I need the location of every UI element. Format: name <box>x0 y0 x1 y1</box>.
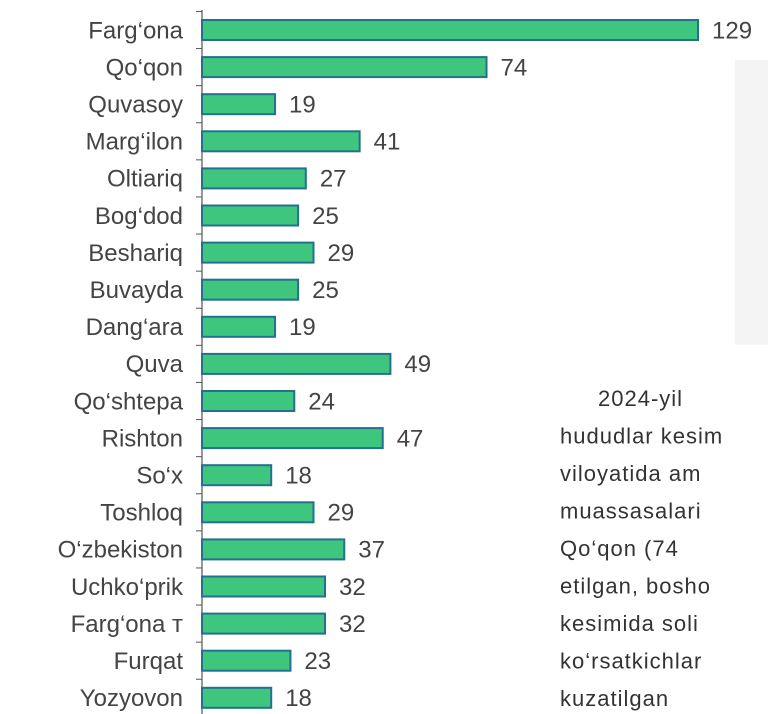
value-label: 47 <box>397 425 424 452</box>
value-label: 18 <box>285 463 312 490</box>
bar <box>201 427 384 450</box>
value-label: 41 <box>374 129 401 156</box>
value-label: 129 <box>712 17 752 44</box>
value-label: 19 <box>289 92 316 119</box>
bar <box>201 315 277 338</box>
bar <box>201 352 392 375</box>
bar <box>201 390 296 412</box>
category-label: Bog‘dod <box>95 203 183 230</box>
category-label: Marg‘ilon <box>86 129 183 156</box>
category-label: So‘x <box>136 463 183 490</box>
category-label: O‘zbekiston <box>58 537 183 564</box>
paragraph-line: ko‘rsatkichlar <box>560 648 702 673</box>
bar <box>201 130 361 153</box>
bar <box>201 241 315 264</box>
category-label: Oltiariq <box>107 166 183 193</box>
category-label: Quvasoy <box>88 92 183 119</box>
category-label: Yozyovon <box>80 685 183 712</box>
value-label: 25 <box>312 277 339 304</box>
bar <box>201 501 315 524</box>
value-label: 25 <box>312 203 339 230</box>
paragraph-line: viloyatida am <box>560 461 701 486</box>
value-label: 49 <box>404 351 431 378</box>
category-label: Farg‘ona т <box>71 611 183 638</box>
value-label: 32 <box>339 574 366 601</box>
bar <box>201 278 300 301</box>
category-label: Furqat <box>114 648 184 675</box>
value-label: 23 <box>304 648 331 675</box>
paragraph-line: Qo‘qon (74 <box>560 536 679 561</box>
value-label: 74 <box>501 54 528 81</box>
category-label: Toshloq <box>100 500 183 527</box>
value-label: 29 <box>328 500 355 527</box>
bar <box>201 538 346 561</box>
category-label: Rishton <box>102 425 183 452</box>
paragraph-line: muassasalari <box>560 498 702 523</box>
paragraph-line: 2024-yil <box>598 386 683 411</box>
category-label: Beshariq <box>88 240 183 267</box>
value-label: 37 <box>358 537 385 564</box>
bar <box>201 204 300 227</box>
bar <box>201 612 327 635</box>
paragraph-line: etilgan, bosho <box>560 573 711 598</box>
category-label: Qo‘shtepa <box>74 388 184 415</box>
bar <box>201 686 273 709</box>
bar <box>201 167 307 190</box>
bar <box>201 649 292 672</box>
category-label: Uchko‘prik <box>71 574 184 601</box>
value-label: 27 <box>320 166 347 193</box>
paragraph-line: kuzatilgan <box>560 686 669 711</box>
bar <box>201 575 327 598</box>
value-label: 24 <box>308 388 335 415</box>
bar <box>201 56 488 79</box>
bar <box>201 93 277 116</box>
bar <box>201 19 699 41</box>
category-label: Farg‘ona <box>88 17 183 44</box>
paragraph-line: kesimida soli <box>560 611 699 636</box>
value-label: 32 <box>339 611 366 638</box>
value-label: 18 <box>285 685 312 712</box>
value-label: 29 <box>328 240 355 267</box>
panel-shadow <box>735 60 768 345</box>
category-label: Dang‘ara <box>86 314 184 341</box>
value-label: 19 <box>289 314 316 341</box>
paragraph-line: hududlar kesim <box>560 423 723 448</box>
category-label: Buvayda <box>90 277 184 304</box>
category-label: Quva <box>126 351 184 378</box>
category-label: Qo‘qon <box>106 54 183 81</box>
bar <box>201 464 273 487</box>
